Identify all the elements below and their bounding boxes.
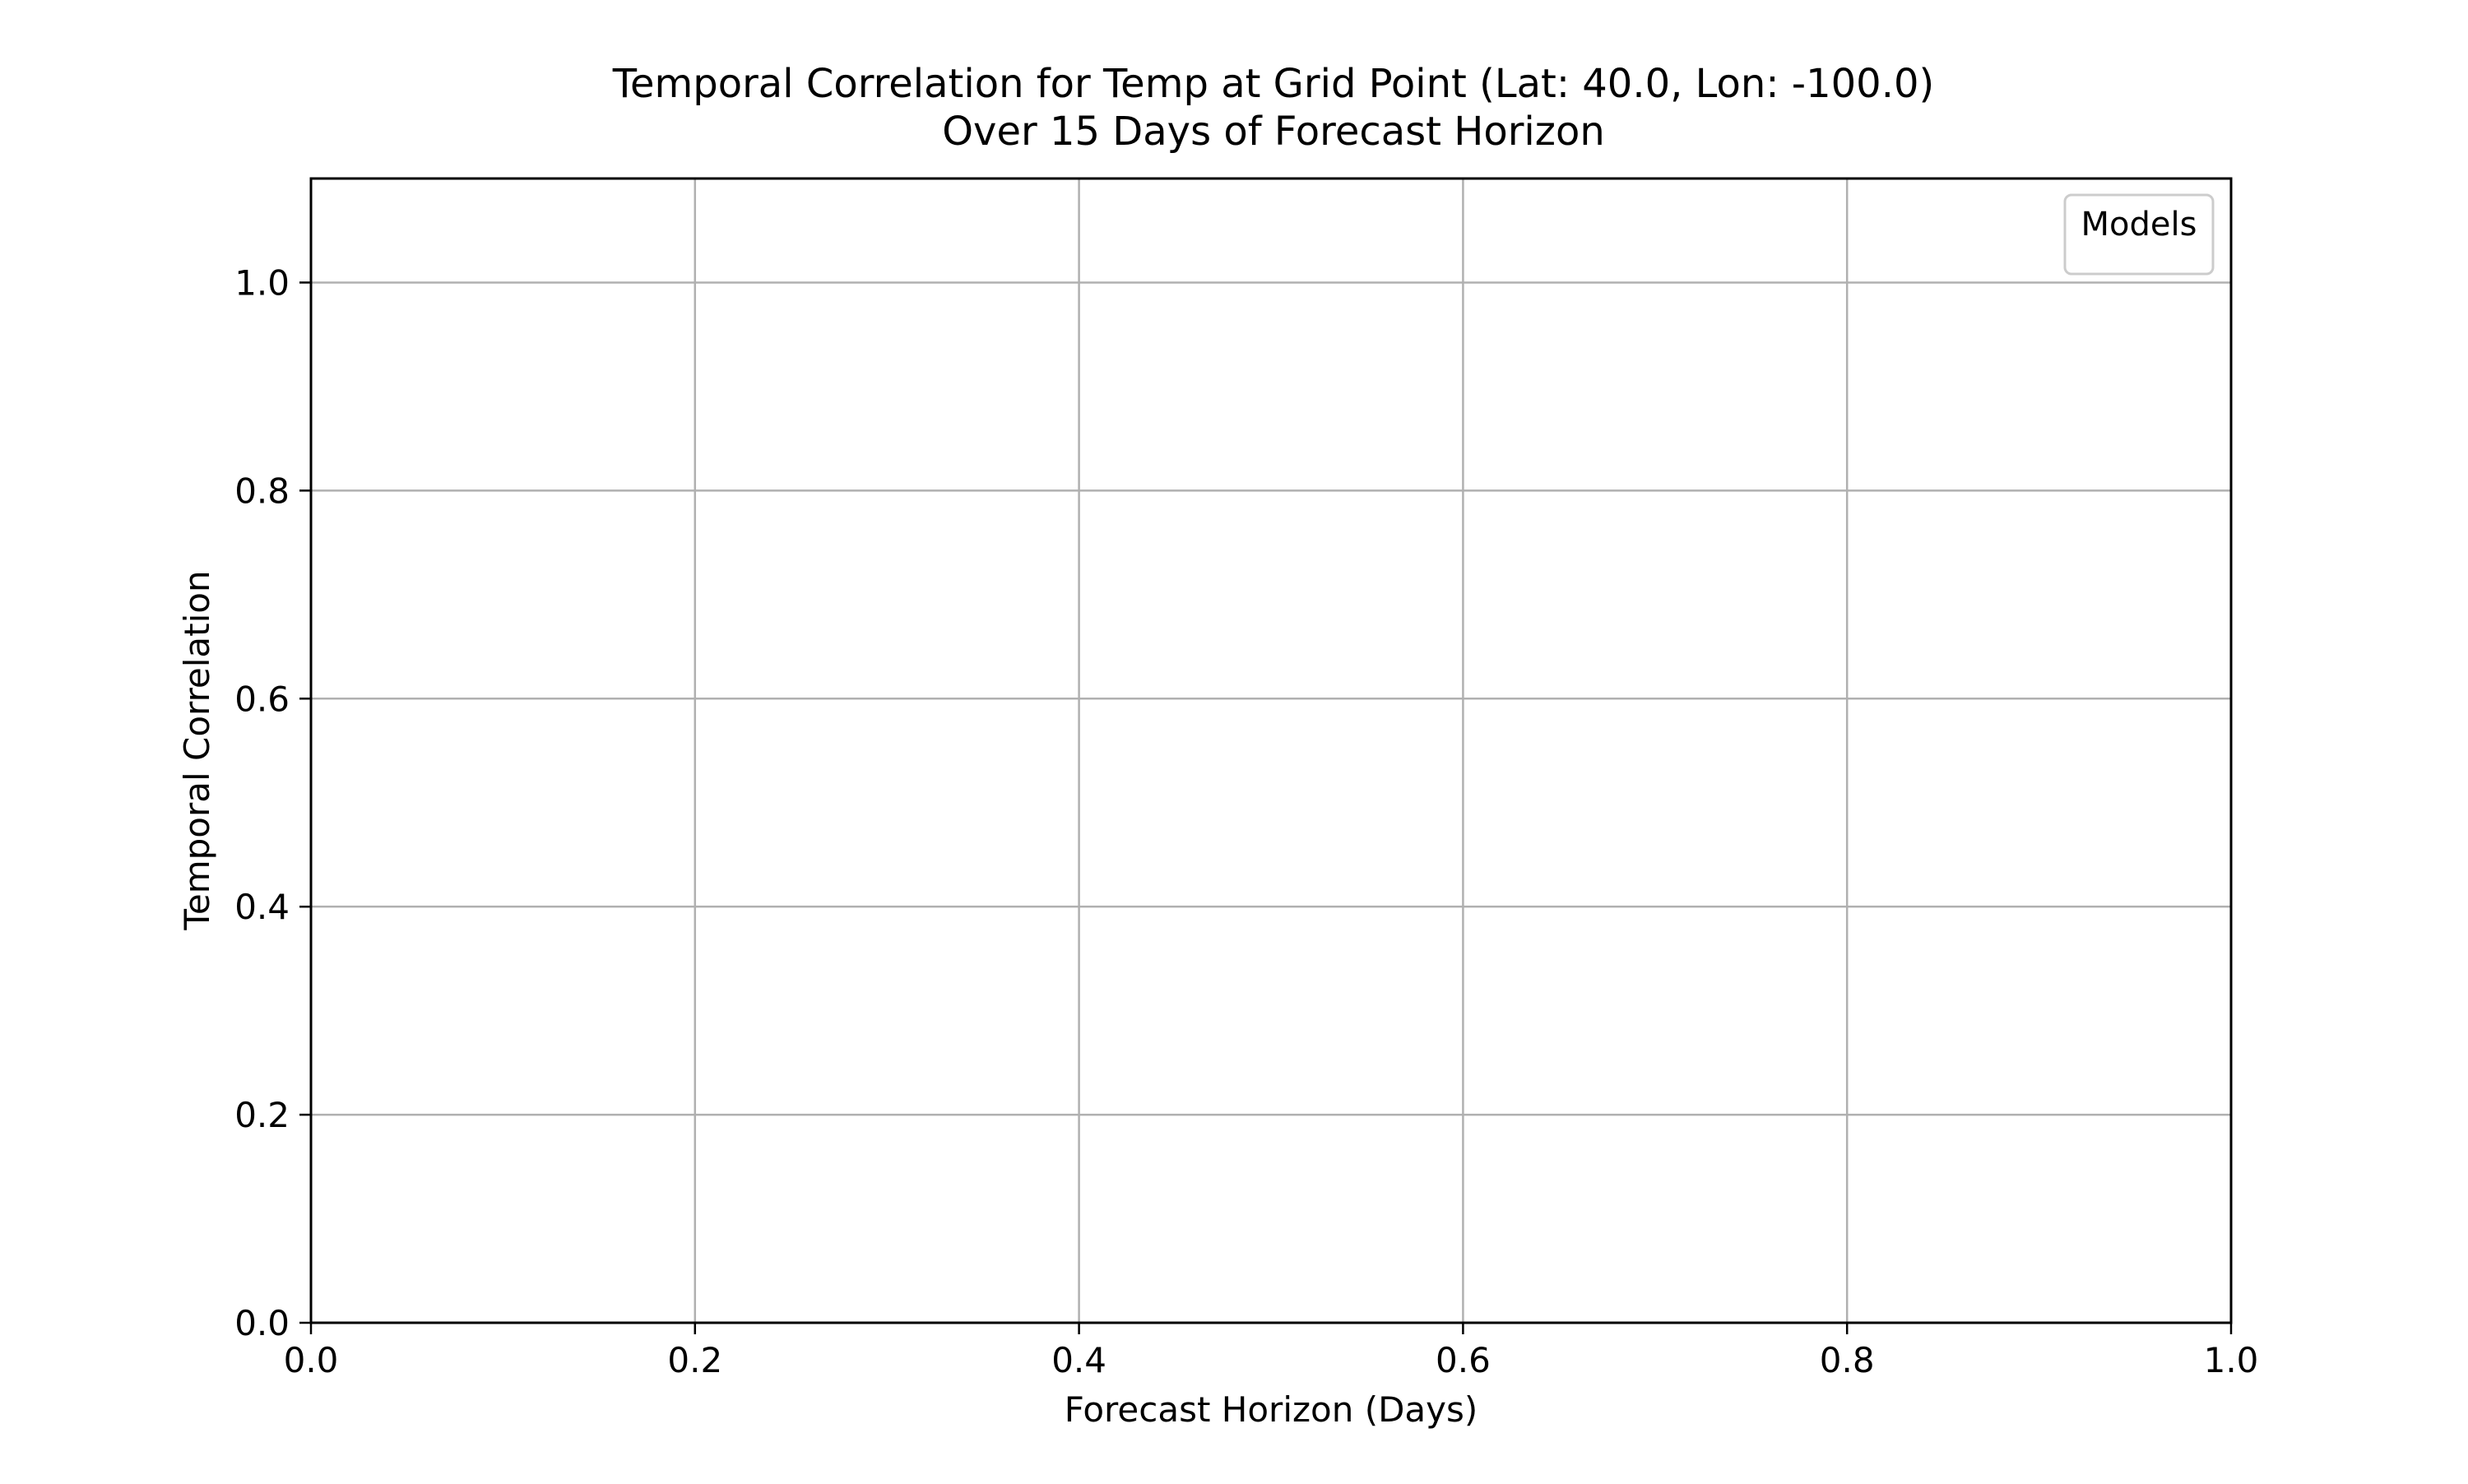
- x-tick-label: 1.0: [2204, 1340, 2259, 1380]
- y-tick-label: 0.8: [234, 471, 290, 511]
- y-tick-label: 1.0: [234, 262, 290, 303]
- plot-area: [311, 179, 2231, 1323]
- legend-box: [2063, 193, 2215, 276]
- y-tick-label: 0.6: [234, 679, 290, 719]
- y-tick-label: 0.0: [234, 1303, 290, 1343]
- x-axis-label: Forecast Horizon (Days): [1065, 1389, 1478, 1430]
- y-tick-label: 0.2: [234, 1095, 290, 1135]
- chart-title: Temporal Correlation for Temp at Grid Po…: [612, 61, 1934, 107]
- y-axis-ticks: 0.0 0.2 0.4 0.6 0.8 1.0: [234, 262, 311, 1343]
- legend: Models: [2063, 193, 2215, 276]
- x-tick-label: 0.8: [1820, 1340, 1875, 1380]
- x-tick-label: 0.6: [1436, 1340, 1491, 1380]
- chart-subtitle: Over 15 Days of Forecast Horizon: [942, 109, 1605, 155]
- y-tick-label: 0.4: [234, 887, 290, 927]
- x-tick-label: 0.2: [667, 1340, 722, 1380]
- x-tick-label: 0.0: [284, 1340, 339, 1380]
- plot-frame: [309, 177, 2233, 1324]
- x-axis-ticks: 0.0 0.2 0.4 0.6 0.8 1.0: [284, 1323, 2259, 1380]
- x-tick-label: 0.4: [1051, 1340, 1106, 1380]
- y-axis-label: Temporal Correlation: [177, 570, 217, 930]
- legend-title: Models: [2081, 206, 2197, 243]
